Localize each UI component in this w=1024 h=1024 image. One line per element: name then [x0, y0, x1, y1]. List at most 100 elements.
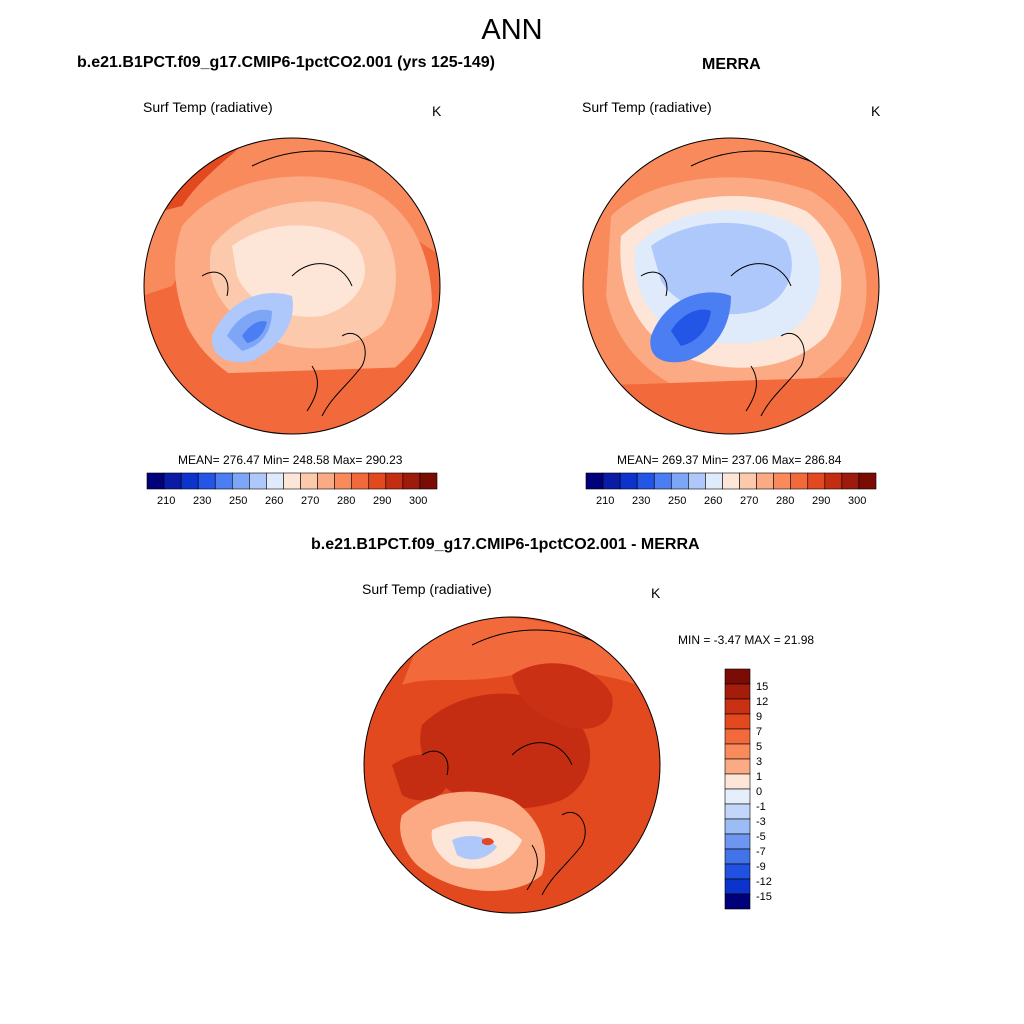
colorbar-tick-label: 270 [740, 495, 759, 507]
colorbar-swatch [724, 683, 751, 700]
colorbar-swatch [773, 472, 792, 490]
colorbar-swatch [249, 472, 267, 490]
diff-polar-map [363, 616, 661, 914]
colorbar-swatch [163, 472, 182, 490]
colorbar-swatch [858, 472, 877, 490]
colorbar-swatch [724, 788, 751, 805]
diff-variable-label: Surf Temp (radiative) [362, 581, 492, 597]
colorbar-swatch [724, 878, 751, 895]
colorbar-tick-label: -15 [756, 890, 772, 903]
panel2-stats: MEAN= 269.37 Min= 237.06 Max= 286.84 [617, 453, 842, 467]
colorbar-swatch [756, 472, 774, 490]
colorbar-tick-label: 210 [596, 495, 615, 507]
colorbar-swatch [402, 472, 421, 490]
colorbar-swatch [231, 472, 250, 490]
colorbar-swatch [266, 472, 284, 490]
colorbar-swatch [300, 472, 318, 490]
colorbar-swatch [724, 803, 751, 820]
colorbar-tick-label: -3 [756, 815, 766, 828]
colorbar-swatch [790, 472, 809, 490]
panel2-units: K [871, 103, 881, 119]
colorbar-swatch [619, 472, 638, 490]
colorbar-swatch [317, 472, 335, 490]
panel1-title: b.e21.B1PCT.f09_g17.CMIP6-1pctCO2.001 (y… [77, 54, 495, 71]
colorbar-tick-label: -12 [756, 875, 772, 888]
figure-title: ANN [481, 14, 543, 46]
panel1-stats: MEAN= 276.47 Min= 248.58 Max= 290.23 [178, 453, 403, 467]
colorbar-tick-label: 0 [756, 785, 763, 798]
colorbar-swatch [197, 472, 216, 490]
colorbar-swatch [214, 472, 233, 490]
colorbar-tick-label: 12 [756, 695, 769, 708]
panel2-title: MERRA [702, 56, 761, 73]
colorbar-tick-label: -1 [756, 800, 766, 813]
colorbar-tick-label: -9 [756, 860, 766, 873]
colorbar-swatch [807, 472, 826, 490]
colorbar-swatch [180, 472, 199, 490]
panel1-colorbar-ticks: 210 230 250 260 270 280 290 300 [157, 495, 447, 509]
colorbar-swatch [351, 472, 370, 490]
colorbar-swatch [724, 698, 751, 715]
colorbar-swatch [653, 472, 672, 490]
panel1-polar-map [143, 137, 441, 435]
panel2-colorbar-ticks: 210 230 250 260 270 280 290 300 [596, 495, 886, 509]
colorbar-swatch [724, 728, 751, 745]
colorbar-tick-label: 210 [157, 495, 176, 507]
colorbar-tick-label: 250 [668, 495, 687, 507]
colorbar-swatch [385, 472, 404, 490]
panel1-variable-label: Surf Temp (radiative) [143, 99, 273, 115]
colorbar-tick-label: 270 [301, 495, 320, 507]
colorbar-swatch [724, 713, 751, 730]
colorbar-swatch [739, 472, 757, 490]
panel1-colorbar [146, 472, 438, 490]
colorbar-tick-label: 250 [229, 495, 248, 507]
colorbar-swatch [724, 668, 751, 685]
panel2-variable-label: Surf Temp (radiative) [582, 99, 712, 115]
colorbar-tick-label: 300 [848, 495, 867, 507]
colorbar-tick-label: 260 [265, 495, 284, 507]
colorbar-swatch [670, 472, 689, 490]
colorbar-tick-label: 300 [409, 495, 428, 507]
colorbar-tick-label: -7 [756, 845, 766, 858]
colorbar-swatch [724, 848, 751, 865]
colorbar-swatch [724, 773, 751, 790]
colorbar-tick-label: 5 [756, 740, 763, 753]
colorbar-tick-label: 3 [756, 755, 763, 768]
colorbar-tick-label: 260 [704, 495, 723, 507]
colorbar-tick-label: 230 [193, 495, 212, 507]
colorbar-swatch [636, 472, 655, 490]
colorbar-swatch [602, 472, 621, 490]
colorbar-tick-label: 230 [632, 495, 651, 507]
colorbar-swatch [724, 818, 751, 835]
colorbar-swatch [724, 833, 751, 850]
colorbar-tick-label: 280 [776, 495, 795, 507]
colorbar-swatch [841, 472, 860, 490]
colorbar-swatch [146, 472, 165, 490]
colorbar-swatch [585, 472, 604, 490]
diff-colorbar [724, 668, 751, 910]
colorbar-swatch [724, 758, 751, 775]
colorbar-tick-label: 280 [337, 495, 356, 507]
colorbar-swatch [724, 893, 751, 910]
colorbar-swatch [724, 743, 751, 760]
diff-units: K [651, 585, 661, 601]
diff-title: b.e21.B1PCT.f09_g17.CMIP6-1pctCO2.001 - … [311, 536, 700, 553]
colorbar-tick-label: 1 [756, 770, 763, 783]
colorbar-tick-label: 290 [812, 495, 831, 507]
colorbar-swatch [283, 472, 301, 490]
colorbar-swatch [724, 863, 751, 880]
diff-colorbar-ticks: 15 12 9 7 5 3 1 0 -1 -3 -5 -7 -9 -12 -15 [756, 673, 796, 909]
panel2-colorbar [585, 472, 877, 490]
colorbar-swatch [688, 472, 706, 490]
colorbar-swatch [419, 472, 438, 490]
colorbar-swatch [705, 472, 723, 490]
diff-stats: MIN = -3.47 MAX = 21.98 [678, 633, 815, 647]
colorbar-swatch [824, 472, 843, 490]
colorbar-swatch [368, 472, 387, 490]
panel1-units: K [432, 103, 442, 119]
colorbar-tick-label: -5 [756, 830, 766, 843]
colorbar-tick-label: 15 [756, 680, 769, 693]
colorbar-tick-label: 7 [756, 725, 763, 738]
colorbar-swatch [334, 472, 353, 490]
colorbar-swatch [722, 472, 740, 490]
